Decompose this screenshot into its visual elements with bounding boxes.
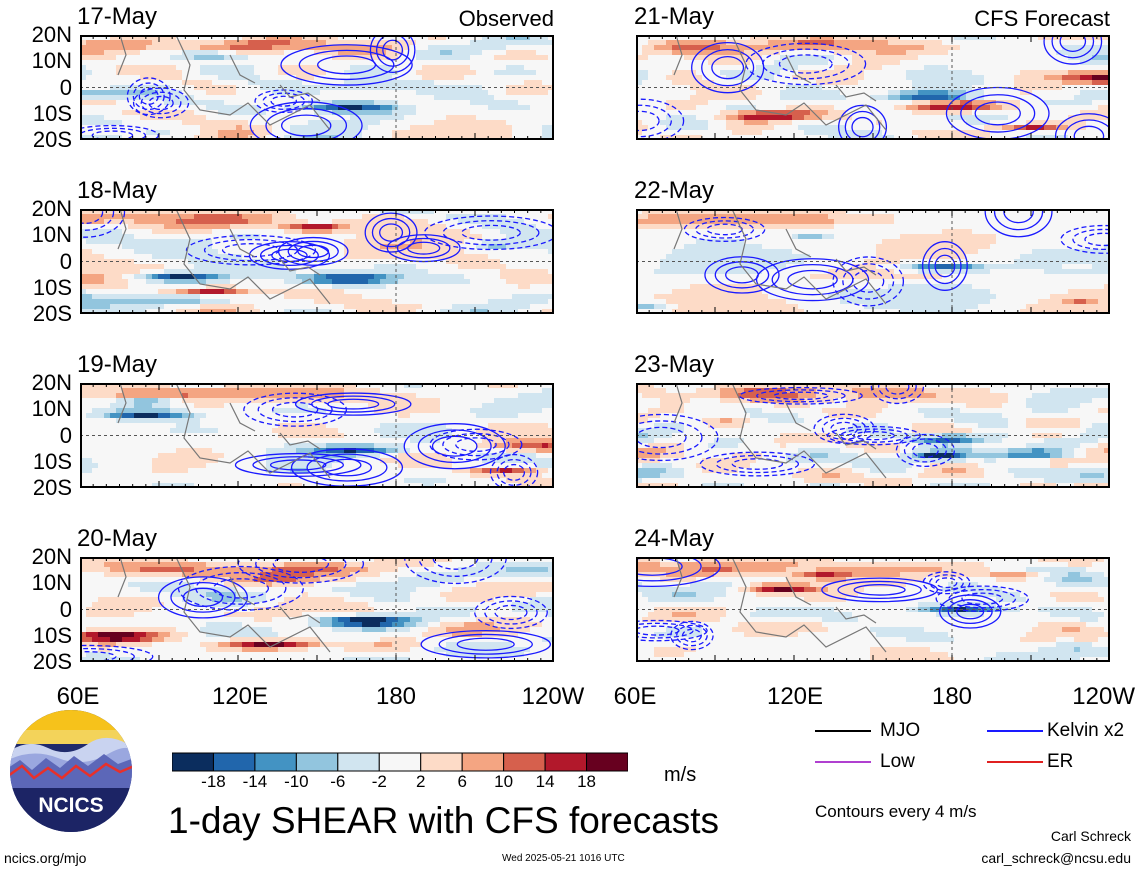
lon-label-180-right: 180 [931, 683, 973, 710]
legend-lines [815, 730, 1043, 763]
site-link[interactable]: ncics.org/mjo [4, 850, 87, 866]
panel-date-obs-2: 18-May [77, 177, 158, 204]
panel-date-obs-4: 20-May [77, 525, 158, 552]
colorbar-swatch [503, 752, 546, 772]
lat-label: 0 [59, 248, 72, 274]
colorbar-swatch [586, 752, 628, 772]
lat-label: 20S [32, 475, 72, 500]
colorbar-tick-label: -14 [242, 772, 268, 791]
lon-label-120w-right: 120W [1072, 683, 1135, 710]
panel-date-fc-2: 22-May [634, 177, 715, 204]
colorbar-tick-label: -10 [284, 772, 309, 791]
lat-label: 10N [31, 222, 72, 248]
colorbar-tick-label: 6 [457, 772, 467, 791]
map-panel-22-May [636, 209, 1110, 314]
colorbar-tick-label: -18 [201, 772, 226, 791]
lat-label: 20S [32, 301, 72, 326]
author: Carl Schreck [1050, 828, 1131, 844]
lat-label: 10N [31, 570, 72, 596]
colorbar-swatch [378, 752, 422, 772]
lon-label-120e: 120E [211, 683, 269, 710]
colorbar-swatch [337, 752, 380, 772]
lon-label-180: 180 [375, 683, 417, 710]
colorbar-tick-label: -6 [330, 772, 346, 791]
lat-label: 10N [31, 48, 72, 74]
lat-label: 20N [31, 196, 72, 221]
colorbar-swatch [212, 752, 256, 772]
map-panel-19-May [80, 383, 554, 488]
lat-label: 10N [31, 396, 72, 422]
ncics-logo[interactable]: NCICS [8, 708, 134, 834]
panel-date-obs-3: 19-May [77, 351, 158, 378]
legend-label-er: ER [1047, 751, 1074, 772]
forecast-label: CFS Forecast [974, 6, 1110, 31]
contour-note: Contours every 4 m/s [815, 802, 977, 821]
map-panel-21-May [636, 35, 1110, 140]
lon-label-60e: 60E [56, 683, 100, 710]
colorbar-tick-label: 2 [415, 772, 426, 791]
map-panel-17-May [80, 35, 554, 140]
colorbar-swatch [544, 752, 588, 772]
logo-text: NCICS [38, 794, 103, 817]
chart-title: 1-day SHEAR with CFS forecasts [168, 800, 720, 841]
colorbar-swatch [254, 752, 297, 772]
panel-date-fc-4: 24-May [634, 525, 715, 552]
panel-date-fc-1: 21-May [634, 3, 715, 30]
timestamp: Wed 2025-05-21 1016 UTC [502, 853, 625, 864]
map-panel-23-May [636, 383, 1110, 488]
lat-label: 10S [32, 622, 72, 648]
colorbar-tick-label: 18 [577, 772, 596, 791]
lat-label: 10S [32, 274, 72, 300]
colorbar-swatch [420, 752, 463, 772]
lat-label: 20S [32, 649, 72, 674]
lat-label: 20N [31, 370, 72, 395]
lat-label: 0 [59, 74, 72, 100]
panel-date-obs-1: 17-May [77, 3, 158, 30]
observed-label: Observed [458, 6, 554, 31]
legend-label-mjo: MJO [880, 720, 921, 741]
lat-label: 20N [31, 22, 72, 47]
lon-label-60e-right: 60E [613, 683, 657, 710]
colorbar [172, 752, 628, 772]
lat-label: 20N [31, 544, 72, 569]
map-panel-24-May [636, 557, 1110, 662]
lat-label: 0 [59, 596, 72, 622]
colorbar-swatch [172, 752, 214, 772]
panel-date-fc-3: 23-May [634, 351, 715, 378]
legend-label-low: Low [880, 751, 915, 772]
colorbar-swatch [295, 752, 339, 772]
author-email[interactable]: carl_schreck@ncsu.edu [981, 850, 1131, 866]
colorbar-tick-label: -2 [371, 772, 387, 791]
lat-label: 0 [59, 422, 72, 448]
lat-label: 20S [32, 127, 72, 152]
colorbar-units: m/s [664, 764, 697, 786]
colorbar-tick-label: 14 [535, 772, 555, 791]
map-panel-18-May [80, 209, 554, 314]
lon-label-120e-right: 120E [766, 683, 824, 710]
lat-label: 10S [32, 448, 72, 474]
lon-label-120w: 120W [521, 683, 585, 710]
legend-label-kelvin: Kelvin x2 [1047, 720, 1125, 741]
colorbar-swatch [461, 752, 505, 772]
lat-label: 10S [32, 100, 72, 126]
colorbar-tick-label: 10 [494, 772, 514, 791]
map-panel-20-May [80, 557, 554, 662]
